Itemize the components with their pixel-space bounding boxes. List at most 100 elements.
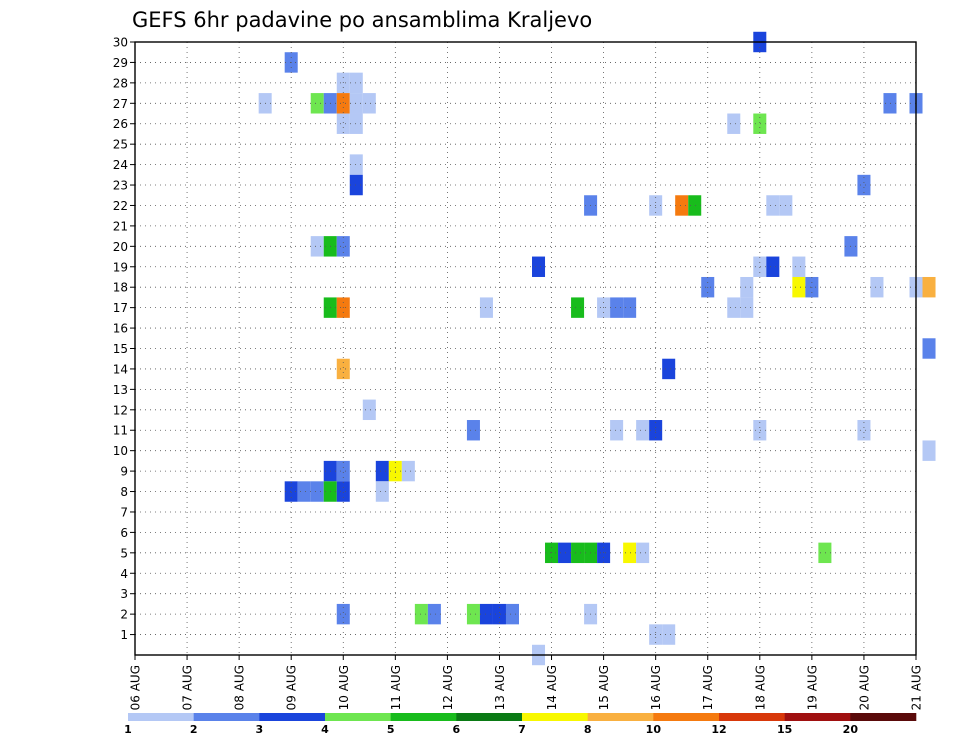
x-tick-label: 17 AUG bbox=[701, 665, 715, 710]
heatmap-cell bbox=[610, 420, 624, 441]
heatmap-cell bbox=[349, 113, 363, 134]
heatmap-cell bbox=[636, 542, 650, 564]
y-tick-label: 7 bbox=[120, 505, 128, 519]
colorbar-swatch bbox=[259, 713, 326, 721]
y-axis: 1234567891011121314151617181920212223242… bbox=[113, 36, 135, 642]
heatmap-cell bbox=[688, 195, 702, 216]
heatmap-cell bbox=[753, 113, 767, 134]
heatmap-cell bbox=[571, 297, 585, 318]
colorbar-swatch bbox=[128, 713, 194, 721]
y-tick-label: 5 bbox=[120, 546, 128, 560]
heatmap-cell bbox=[297, 481, 311, 502]
heatmap-cell bbox=[414, 603, 428, 625]
heatmap-cell bbox=[727, 297, 741, 318]
y-tick-label: 19 bbox=[113, 260, 128, 274]
x-tick-label: 07 AUG bbox=[181, 665, 195, 710]
y-tick-label: 22 bbox=[113, 199, 128, 213]
heatmap-cell bbox=[870, 276, 884, 298]
colorbar-swatch bbox=[850, 713, 917, 721]
colorbar-label: 7 bbox=[518, 723, 526, 736]
x-tick-label: 08 AUG bbox=[233, 665, 247, 710]
heatmap-cell bbox=[818, 542, 832, 564]
grid-lines bbox=[135, 42, 916, 655]
heatmap-cell bbox=[623, 297, 637, 318]
y-tick-label: 4 bbox=[120, 567, 128, 581]
heatmap-cell bbox=[727, 113, 741, 134]
heatmap-cell bbox=[427, 603, 441, 625]
heatmap-cell bbox=[532, 256, 546, 277]
heatmap-cell bbox=[310, 481, 324, 502]
colorbar-swatch bbox=[522, 713, 588, 721]
heatmap-cell bbox=[336, 358, 350, 380]
y-tick-label: 11 bbox=[113, 424, 128, 438]
heatmap-cell bbox=[466, 420, 480, 441]
heatmap-cell bbox=[479, 603, 493, 625]
colorbar-swatch bbox=[653, 713, 720, 721]
heatmap-cell bbox=[740, 276, 754, 298]
y-tick-label: 2 bbox=[120, 608, 128, 622]
y-tick-label: 8 bbox=[120, 485, 128, 499]
heatmap-cell bbox=[922, 276, 936, 298]
heatmap-cell bbox=[336, 603, 350, 625]
heatmap-cell bbox=[375, 481, 389, 502]
heatmap-cell bbox=[753, 420, 767, 441]
colorbar-label: 4 bbox=[321, 723, 329, 736]
heatmap-cell bbox=[284, 481, 298, 502]
colorbar-label: 15 bbox=[777, 723, 792, 736]
x-tick-label: 11 AUG bbox=[389, 665, 403, 710]
x-tick-label: 13 AUG bbox=[493, 665, 507, 710]
y-tick-label: 25 bbox=[113, 138, 128, 152]
heatmap-cell bbox=[766, 256, 780, 277]
heatmap-cell bbox=[636, 420, 650, 441]
y-tick-label: 17 bbox=[113, 301, 128, 315]
heatmap-cell bbox=[336, 93, 350, 114]
y-tick-label: 23 bbox=[113, 179, 128, 193]
colorbar-label: 12 bbox=[711, 723, 726, 736]
colorbar: 1 2 3 4 5 6 7 8 10 12 15 20 bbox=[124, 713, 917, 736]
y-tick-label: 29 bbox=[113, 56, 128, 70]
heatmap-cell bbox=[662, 624, 676, 645]
heatmap-cell bbox=[753, 256, 767, 277]
colorbar-swatch bbox=[193, 713, 260, 721]
heatmap-cell bbox=[766, 195, 780, 216]
heatmap-cell bbox=[883, 93, 897, 114]
y-tick-label: 1 bbox=[120, 628, 128, 642]
y-tick-label: 9 bbox=[120, 465, 128, 479]
heatmap-cell bbox=[792, 276, 806, 298]
heatmap-cell bbox=[740, 297, 754, 318]
y-tick-label: 6 bbox=[120, 526, 128, 540]
heatmap-cell bbox=[349, 72, 363, 94]
x-tick-label: 06 AUG bbox=[129, 665, 143, 710]
y-tick-label: 21 bbox=[113, 219, 128, 233]
heatmap-cell bbox=[662, 358, 676, 380]
heatmap-cell bbox=[336, 113, 350, 134]
heatmap-cell bbox=[857, 174, 871, 196]
heatmap-cell bbox=[349, 93, 363, 114]
y-tick-label: 28 bbox=[113, 76, 128, 90]
heatmap-cell bbox=[857, 420, 871, 441]
y-tick-label: 30 bbox=[113, 36, 128, 50]
colorbar-label: 2 bbox=[190, 723, 198, 736]
x-tick-label: 09 AUG bbox=[285, 665, 299, 710]
heatmap-cell bbox=[362, 399, 376, 421]
colorbar-label: 3 bbox=[256, 723, 264, 736]
y-tick-label: 16 bbox=[113, 322, 128, 336]
y-tick-label: 3 bbox=[120, 587, 128, 601]
colorbar-label: 10 bbox=[646, 723, 662, 736]
x-axis: 06 AUG 07 AUG 08 AUG 09 AUG 10 AUG 11 AUG 12 A… bbox=[129, 655, 924, 710]
colorbar-label: 1 bbox=[124, 723, 132, 736]
heatmap-cell bbox=[571, 542, 585, 564]
y-tick-label: 14 bbox=[113, 362, 128, 376]
x-tick-label: 15 AUG bbox=[597, 665, 611, 710]
heatmap-cell bbox=[336, 460, 350, 482]
x-tick-label: 21 AUG bbox=[910, 665, 924, 710]
colorbar-swatch bbox=[325, 713, 391, 721]
y-tick-label: 20 bbox=[113, 240, 128, 254]
colorbar-label: 5 bbox=[387, 723, 395, 736]
y-tick-label: 27 bbox=[113, 97, 128, 111]
heatmap-cell bbox=[675, 195, 689, 216]
colorbar-swatch bbox=[784, 713, 851, 721]
heatmap-cell bbox=[336, 236, 350, 257]
heatmap-cell bbox=[401, 460, 415, 482]
